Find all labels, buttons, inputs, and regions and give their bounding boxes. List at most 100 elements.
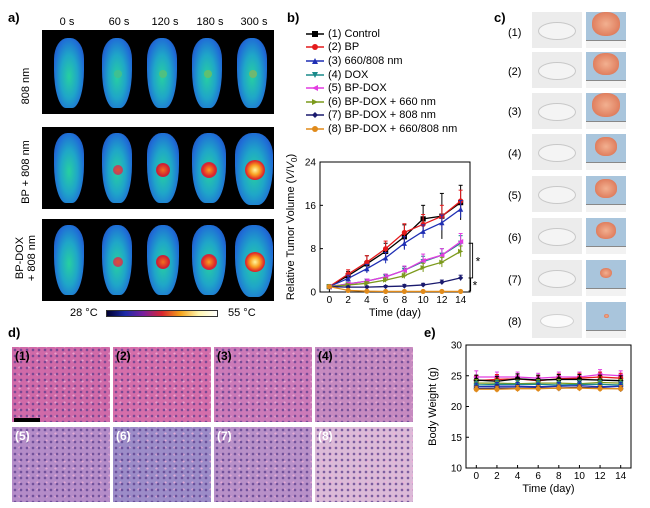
legend-marker <box>312 30 318 37</box>
data-point <box>618 386 624 392</box>
panel-label-a: a) <box>8 10 20 25</box>
histology-label: (1) <box>15 349 30 363</box>
data-point <box>364 280 370 286</box>
legend-label: (4) DOX <box>328 68 369 81</box>
legend-marker <box>312 125 318 132</box>
time-label: 0 s <box>59 16 75 28</box>
x-tick-label: 4 <box>364 295 370 306</box>
x-tick-label: 8 <box>556 471 562 482</box>
data-point <box>364 259 370 265</box>
series-line <box>329 208 462 288</box>
series-line <box>476 384 621 388</box>
legend-item: (1) Control <box>306 27 457 41</box>
legend-label: (5) BP-DOX <box>328 82 387 95</box>
legend-label: (6) BP-DOX + 660 nm <box>328 95 436 108</box>
series-line <box>329 277 461 288</box>
histology-label: (2) <box>116 349 131 363</box>
colorbar-min-label: 28 °C <box>70 307 98 319</box>
data-point <box>439 279 445 285</box>
x-tick-label: 2 <box>494 471 500 482</box>
tumor-photo <box>586 302 626 338</box>
legend-swatch <box>306 112 324 119</box>
time-label: 120 s <box>151 16 179 28</box>
time-label: 60 s <box>108 16 130 28</box>
data-point <box>458 288 464 295</box>
data-point <box>401 288 407 295</box>
x-axis-label: Time (day) <box>369 307 421 319</box>
significance-bracket <box>468 277 472 292</box>
legend-item: (8) BP-DOX + 660/808 nm <box>306 122 457 136</box>
row-label-808: 808 nm <box>20 67 32 105</box>
legend-b: (1) Control (2) BP (3) 660/808 nm (4) DOX (5… <box>306 27 457 136</box>
data-point <box>420 282 426 288</box>
y-tick-label: 15 <box>451 433 463 444</box>
legend-item: (6) BP-DOX + 660 nm <box>306 95 457 109</box>
data-point <box>458 275 464 281</box>
histology-image: (2) <box>113 347 211 422</box>
histology-image: (6) <box>113 427 211 502</box>
x-tick-label: 6 <box>383 295 389 306</box>
histology-image: (7) <box>214 427 312 502</box>
x-axis-label: Time (day) <box>522 483 574 495</box>
data-point <box>439 288 445 295</box>
x-tick-label: 12 <box>436 295 448 306</box>
data-point <box>383 246 389 252</box>
time-label: 180 s <box>196 16 224 28</box>
data-point <box>401 283 407 289</box>
legend-marker <box>312 85 318 92</box>
tumor-photo <box>586 260 626 296</box>
mouse-photo <box>532 176 582 212</box>
legend-item: (4) DOX <box>306 68 457 82</box>
legend-swatch <box>306 71 324 78</box>
data-point <box>383 288 389 295</box>
scale-bar <box>14 418 40 422</box>
plot-frame <box>319 161 471 293</box>
y-tick-label: 8 <box>310 244 316 255</box>
y-axis-label: Body Weight (g) <box>427 367 439 446</box>
thermal-row-808 <box>42 30 274 114</box>
legend-swatch <box>306 57 324 64</box>
y-tick-label: 25 <box>451 371 463 382</box>
x-tick-label: 0 <box>327 295 333 306</box>
tumor-photo <box>586 218 626 254</box>
panel-label-d: d) <box>8 325 21 340</box>
data-point <box>458 239 464 245</box>
body-weight-chart: 0 2 4 6 8 10 12 14 10 15 20 25 30 Time (day) Body Weig… <box>427 341 632 495</box>
series-line <box>476 383 621 386</box>
legend-swatch <box>306 98 324 105</box>
mouse-photo <box>532 260 582 296</box>
data-point <box>420 265 426 271</box>
mouse-photo <box>532 52 582 88</box>
tumor-photo <box>586 134 626 170</box>
data-point <box>383 255 389 261</box>
data-point <box>439 259 445 265</box>
histology-image: (8) <box>315 427 413 502</box>
temperature-colorbar <box>106 310 218 317</box>
data-point <box>576 385 583 391</box>
data-point <box>556 385 562 391</box>
series-line <box>329 250 461 288</box>
panel-label-c: c) <box>494 10 506 25</box>
histology-image: (3) <box>214 347 312 422</box>
legend-swatch <box>306 44 324 51</box>
data-point <box>326 283 332 290</box>
panel-label-b: b) <box>287 10 300 25</box>
legend-item: (3) 660/808 nm <box>306 54 457 68</box>
tumor-photo <box>586 12 626 48</box>
series-line <box>476 381 621 385</box>
data-point <box>420 257 426 264</box>
group-label: (8) <box>508 316 522 328</box>
x-tick-label: 6 <box>535 471 541 482</box>
panel-c-photos: (1) (2) (3) (4) (5) (6) (7) (8) <box>494 10 646 330</box>
series-line <box>476 387 621 390</box>
x-tick-label: 4 <box>515 471 521 482</box>
legend-label: (1) Control <box>328 27 380 40</box>
y-tick-label: 10 <box>451 464 463 475</box>
data-point <box>597 386 603 392</box>
data-point <box>383 277 389 283</box>
y-axis-label: Relative Tumor Volume (V/V0) <box>285 154 299 300</box>
data-point <box>420 221 426 227</box>
histology-image: (4) <box>315 347 413 422</box>
time-label: 300 s <box>240 16 268 28</box>
